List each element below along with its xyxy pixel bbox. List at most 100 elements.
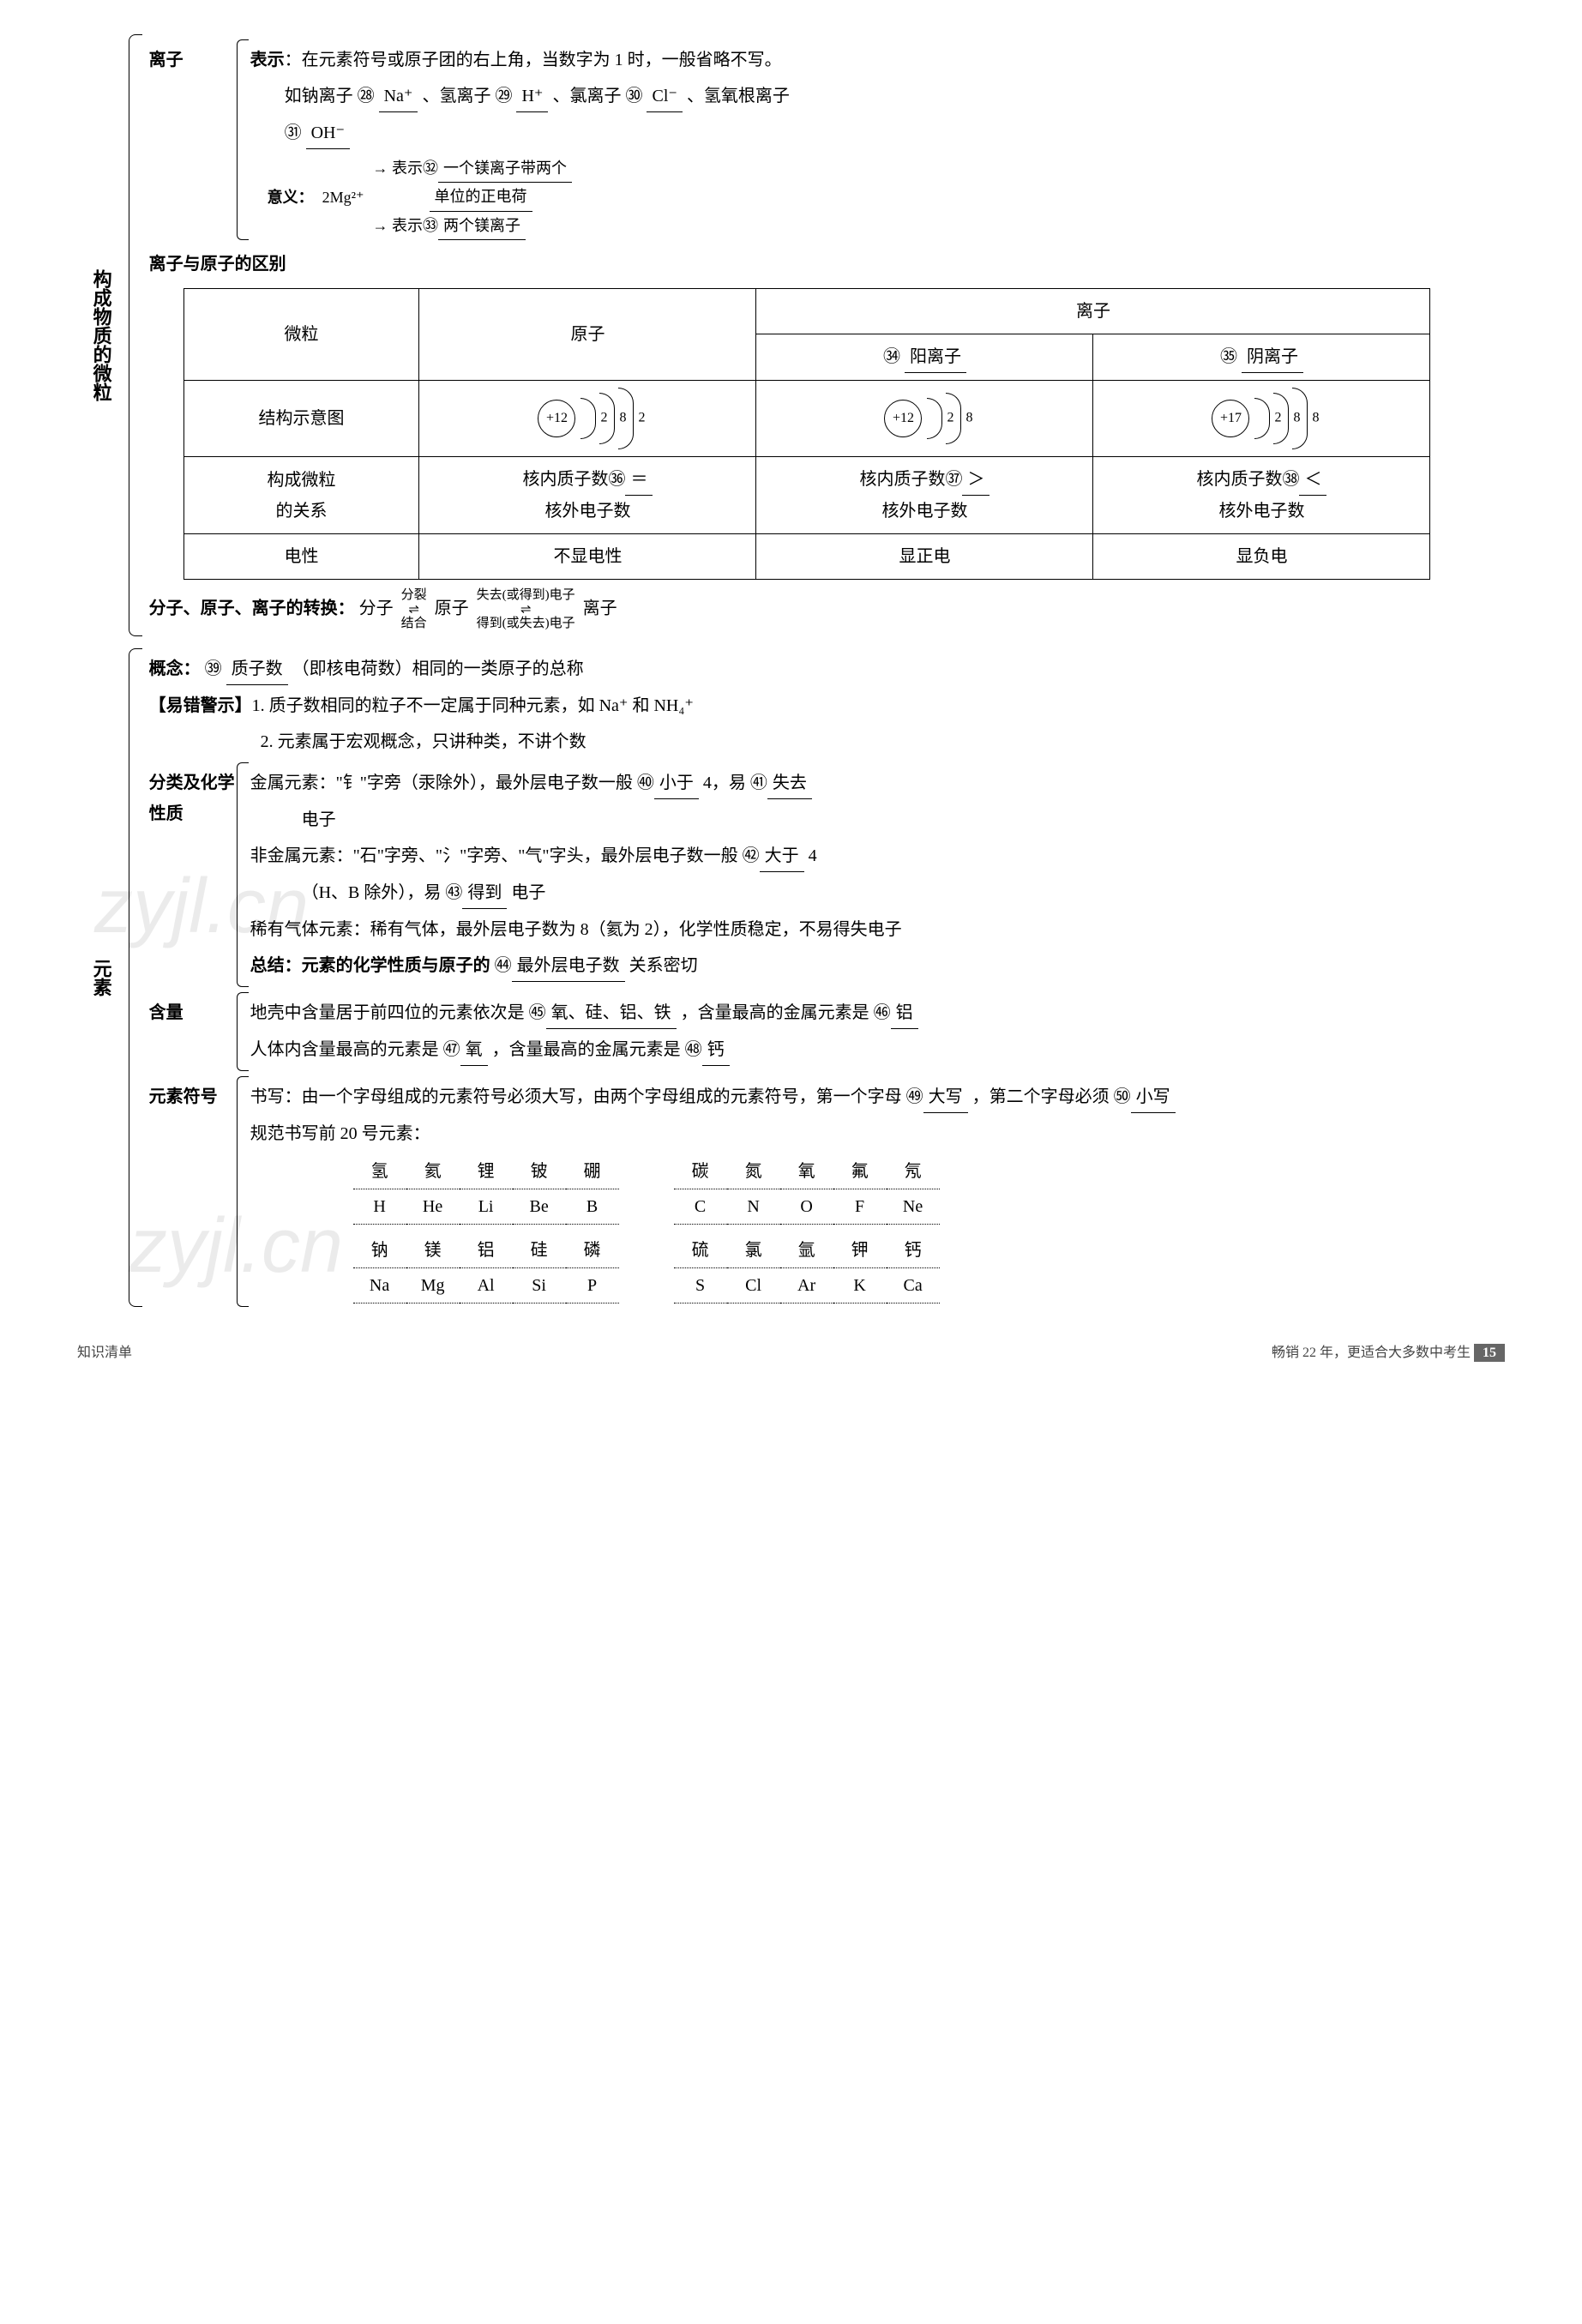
m-b: 4，易: [703, 774, 746, 792]
bracket-cat: [235, 762, 250, 987]
e: 镁: [406, 1233, 460, 1268]
a39: 质子数: [226, 653, 288, 685]
n28: ㉘: [358, 87, 375, 105]
line-biaoshi: 表示：在元素符号或原子团的右上角，当数字为 1 时，一般省略不写。: [250, 45, 1505, 75]
e: P: [566, 1268, 619, 1303]
a31: OH⁻: [306, 117, 350, 149]
td-r2: 核内质子数㊲＞核外电子数: [756, 457, 1093, 534]
td-struct: 结构示意图: [183, 381, 419, 457]
td-r3: 核内质子数㊳＜核外电子数: [1093, 457, 1430, 534]
section-element: zyjl.cn zyjl.cn 元素 概念： ㊴ 质子数 （即核电荷数）相同的一…: [77, 648, 1505, 1307]
a41: 失去: [767, 768, 812, 799]
vlabel-particles: 构成物质的微粒: [77, 34, 125, 636]
bd-b: ，含量最高的金属元素是: [492, 1040, 681, 1059]
a35: 阴离子: [1242, 341, 1303, 373]
a29: H⁺: [516, 81, 548, 112]
atom-diagram-1: +12 2 8 2: [419, 381, 756, 457]
n42: ㊷: [743, 846, 760, 865]
n31: ㉛: [285, 123, 302, 142]
nonmetal-line2: （H、B 除外），易 ㊸得到 电子: [250, 877, 1505, 909]
e: Al: [460, 1268, 513, 1303]
nuc1: +12: [538, 400, 575, 437]
concept-line: 概念： ㊴ 质子数 （即核电荷数）相同的一类原子的总称: [149, 653, 1505, 685]
warn1: 1. 质子数相同的粒子不一定属于同种元素，如 Na⁺ 和 NH₄⁺: [252, 696, 694, 715]
diff-title: 离子与原子的区别: [149, 249, 1505, 280]
bracket-main-1: [125, 34, 146, 636]
row2-cn: 钠 镁 铝 硅 磷 硫 氯 氩 钾 钙: [353, 1233, 1505, 1268]
a34: 阳离子: [905, 341, 966, 373]
th-atom: 原子: [419, 289, 756, 381]
lbl-yiyi: 意义：: [268, 184, 314, 211]
e: N: [727, 1189, 780, 1225]
n41: ㊶: [750, 774, 767, 792]
e: Si: [513, 1268, 566, 1303]
atom-diagram-3: +17 2 8 8: [1093, 381, 1430, 457]
ion-row: 离子 表示：在元素符号或原子团的右上角，当数字为 1 时，一般省略不写。 如钠离…: [149, 39, 1505, 240]
e: 硅: [513, 1233, 566, 1268]
td-rel: 构成微粒的关系: [183, 457, 419, 534]
element-content: 概念： ㊴ 质子数 （即核电荷数）相同的一类原子的总称 【易错警示】1. 质子数…: [146, 648, 1505, 1307]
table-row: 结构示意图 +12 2 8 2 +12 2 8: [183, 381, 1430, 457]
e: Ca: [887, 1268, 940, 1303]
warn-t: 【易错警示】: [149, 696, 252, 715]
a28: Na⁺: [379, 81, 418, 112]
n43: ㊸: [445, 883, 462, 902]
concept-r: （即核电荷数）相同的一类原子的总称: [292, 659, 584, 678]
e: 氢: [353, 1154, 406, 1189]
cv-t2t: 失去(或得到)电子: [477, 588, 575, 602]
nonmetal-line: 非金属元素："石"字旁、"氵"字旁、"气"字头，最外层电子数一般 ㊷大于 4: [250, 840, 1505, 872]
e: C: [674, 1189, 727, 1225]
ion-body: 表示：在元素符号或原子团的右上角，当数字为 1 时，一般省略不写。 如钠离子 ㉘…: [250, 39, 1505, 240]
sum-b: 关系密切: [629, 956, 698, 975]
e: S: [674, 1268, 727, 1303]
s1c: 2: [638, 406, 645, 431]
a38: ＜: [1299, 464, 1326, 496]
page-footer: 知识清单 畅销 22 年，更适合大多数中考生 15: [77, 1341, 1505, 1366]
lbl-biaoshi: 表示: [250, 51, 285, 69]
lbl-concept: 概念：: [149, 659, 201, 678]
footer-right: 畅销 22 年，更适合大多数中考生 15: [1272, 1341, 1505, 1366]
t4: 、氢氧根离子: [687, 87, 790, 105]
e: 氦: [406, 1154, 460, 1189]
bracket-main-2: [125, 648, 146, 1307]
n32: ㉜: [423, 160, 438, 177]
noble-line: 稀有气体元素：稀有气体，最外层电子数为 8（氦为 2），化学性质稳定，不易得失电…: [250, 914, 1505, 945]
td-chg: 电性: [183, 534, 419, 580]
e: 氧: [780, 1154, 833, 1189]
cv-t1t: 分裂: [401, 588, 427, 602]
td-chg1: 不显电性: [419, 534, 756, 580]
cv-ion: 离子: [583, 599, 617, 618]
e: O: [780, 1189, 833, 1225]
cv-atom: 原子: [435, 599, 469, 618]
th-anion: ㉟ 阴离子: [1093, 334, 1430, 381]
rel1: 构成微粒: [268, 471, 336, 490]
a43: 得到: [462, 877, 507, 909]
n37: ㊲: [945, 470, 962, 489]
txt-biaoshi: ：在元素符号或原子团的右上角，当数字为 1 时，一般省略不写。: [285, 51, 782, 69]
t-top-r: 一个镁离子带两个: [438, 154, 572, 183]
e: Ne: [887, 1189, 940, 1225]
e: 氖: [887, 1154, 940, 1189]
a48: 钙: [702, 1034, 730, 1066]
lbl-symbol: 元素符号: [149, 1076, 235, 1307]
nm-d: 电子: [511, 883, 545, 902]
lbl-content: 含量: [149, 992, 235, 1071]
label-ion: 离子: [149, 39, 235, 240]
e: Cl: [727, 1268, 780, 1303]
a37: ＞: [962, 464, 990, 496]
e: 硼: [566, 1154, 619, 1189]
n33: ㉝: [423, 217, 438, 234]
t-bot-r: 两个镁离子: [438, 212, 526, 240]
e: 铍: [513, 1154, 566, 1189]
lbl-cat: 分类及化学性质: [149, 762, 235, 987]
arr-top: → 表示㉜一个镁离子带两个: [373, 154, 573, 183]
e: Ar: [780, 1268, 833, 1303]
th-cation: ㉞ 阳离子: [756, 334, 1093, 381]
e: F: [833, 1189, 887, 1225]
nm-a: 非金属元素："石"字旁、"氵"字旁、"气"字头，最外层电子数一般: [250, 846, 738, 865]
e: 铝: [460, 1233, 513, 1268]
cv-t2b: 得到(或失去)电子: [477, 617, 575, 630]
rt2c: 核外电子数: [1218, 502, 1304, 521]
cv-mol: 分子: [359, 599, 394, 618]
n45: ㊺: [529, 1003, 546, 1022]
